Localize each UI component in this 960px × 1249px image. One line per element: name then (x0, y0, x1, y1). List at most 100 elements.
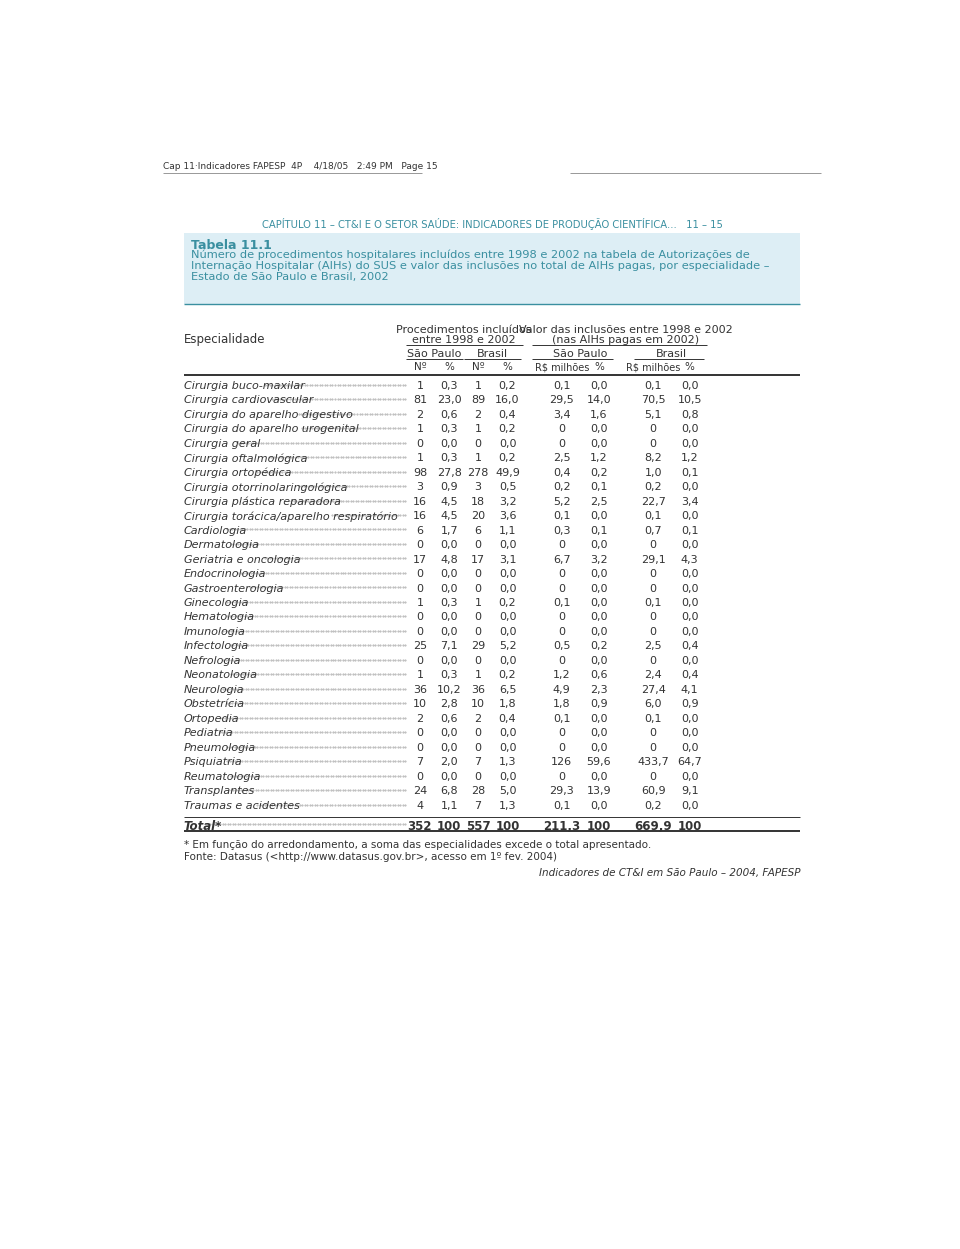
Text: 1: 1 (417, 598, 423, 608)
Text: 5,2: 5,2 (498, 642, 516, 652)
Text: Cirurgia torácica/aparelho respiratório: Cirurgia torácica/aparelho respiratório (183, 511, 397, 522)
Text: 0,7: 0,7 (644, 526, 662, 536)
Text: 16: 16 (413, 511, 427, 521)
Text: 0,0: 0,0 (681, 482, 698, 492)
Text: 89: 89 (471, 396, 485, 406)
Text: 0,4: 0,4 (553, 467, 570, 477)
Text: 0,0: 0,0 (590, 612, 608, 622)
Text: 0,0: 0,0 (499, 612, 516, 622)
Text: 1,8: 1,8 (553, 699, 570, 709)
Text: 0,3: 0,3 (441, 453, 458, 463)
Text: 0,9: 0,9 (590, 699, 608, 709)
Text: R$ milhões: R$ milhões (626, 362, 681, 372)
Text: 0,0: 0,0 (590, 728, 608, 738)
Text: 4,5: 4,5 (441, 497, 458, 507)
Text: 6: 6 (417, 526, 423, 536)
Text: 0,0: 0,0 (681, 540, 698, 550)
Text: Obstetrícia: Obstetrícia (183, 699, 245, 709)
Text: Cirurgia cardiovascular: Cirurgia cardiovascular (183, 396, 313, 406)
Text: 0,9: 0,9 (681, 699, 699, 709)
Text: Psiquiatria: Psiquiatria (183, 757, 242, 767)
Text: 81: 81 (413, 396, 427, 406)
Text: Especialidade: Especialidade (183, 333, 265, 346)
Text: CAPÍTULO 11 – CT&I E O SETOR SAÚDE: INDICADORES DE PRODUÇÃO CIENTÍFICA...   11 –: CAPÍTULO 11 – CT&I E O SETOR SAÚDE: INDI… (261, 217, 723, 230)
Text: 0,0: 0,0 (681, 438, 698, 448)
Text: 0,0: 0,0 (681, 583, 698, 593)
Text: 25: 25 (413, 642, 427, 652)
Text: 5,2: 5,2 (553, 497, 570, 507)
Text: 0: 0 (417, 612, 423, 622)
Text: 3,2: 3,2 (590, 555, 608, 565)
Text: Internação Hospitalar (AIHs) do SUS e valor das inclusões no total de AIHs pagas: Internação Hospitalar (AIHs) do SUS e va… (191, 261, 770, 271)
Text: 0: 0 (474, 438, 482, 448)
Text: 0,3: 0,3 (553, 526, 570, 536)
Text: 0,0: 0,0 (681, 627, 698, 637)
Text: 0: 0 (417, 772, 423, 782)
Text: %: % (594, 362, 604, 372)
Text: Nº: Nº (471, 362, 485, 372)
Text: 1,6: 1,6 (590, 410, 608, 420)
Text: Cardiologia: Cardiologia (183, 526, 247, 536)
Text: Brasil: Brasil (477, 348, 509, 358)
Text: 13,9: 13,9 (587, 786, 612, 796)
Text: 0: 0 (559, 570, 565, 580)
Text: 1: 1 (417, 425, 423, 435)
Text: 14,0: 14,0 (587, 396, 612, 406)
Text: 0: 0 (650, 438, 657, 448)
Text: 3,2: 3,2 (498, 497, 516, 507)
Text: entre 1998 e 2002: entre 1998 e 2002 (412, 335, 516, 345)
Text: 4: 4 (417, 801, 423, 811)
Text: 0,4: 0,4 (498, 410, 516, 420)
Text: 100: 100 (587, 819, 612, 833)
Text: 0: 0 (650, 425, 657, 435)
Text: 0: 0 (650, 656, 657, 666)
Text: 0,0: 0,0 (681, 728, 698, 738)
Text: 100: 100 (495, 819, 519, 833)
Text: 17: 17 (413, 555, 427, 565)
Text: Número de procedimentos hospitalares incluídos entre 1998 e 2002 na tabela de Au: Número de procedimentos hospitalares inc… (191, 250, 750, 261)
Text: 0,0: 0,0 (441, 656, 458, 666)
Text: 1,3: 1,3 (499, 801, 516, 811)
Text: 0,0: 0,0 (681, 772, 698, 782)
Text: Imunologia: Imunologia (183, 627, 246, 637)
Text: Gastroenterologia: Gastroenterologia (183, 583, 284, 593)
Text: 0,3: 0,3 (441, 598, 458, 608)
Text: 49,9: 49,9 (495, 467, 520, 477)
Text: 100: 100 (678, 819, 702, 833)
Text: 0: 0 (417, 743, 423, 753)
Text: 1,8: 1,8 (498, 699, 516, 709)
Text: 2,5: 2,5 (553, 453, 570, 463)
Text: 0,2: 0,2 (498, 381, 516, 391)
Text: 0,0: 0,0 (590, 570, 608, 580)
Text: 0: 0 (474, 612, 482, 622)
Text: 0,2: 0,2 (644, 482, 662, 492)
Text: 0,0: 0,0 (681, 511, 698, 521)
Text: Cirurgia oftalmológica: Cirurgia oftalmológica (183, 453, 307, 463)
Text: 1: 1 (417, 381, 423, 391)
Text: 0,0: 0,0 (441, 438, 458, 448)
Text: 70,5: 70,5 (641, 396, 665, 406)
Text: 0,0: 0,0 (441, 583, 458, 593)
Text: 5,1: 5,1 (644, 410, 662, 420)
Text: 0,0: 0,0 (441, 627, 458, 637)
Text: Reumatologia: Reumatologia (183, 772, 261, 782)
Text: Cap 11·Indicadores FAPESP  4P    4/18/05   2:49 PM   Page 15: Cap 11·Indicadores FAPESP 4P 4/18/05 2:4… (162, 162, 437, 171)
Text: 27,4: 27,4 (640, 684, 665, 694)
Text: 0,0: 0,0 (681, 714, 698, 724)
Text: 0,0: 0,0 (681, 801, 698, 811)
Text: Traumas e acidentes: Traumas e acidentes (183, 801, 300, 811)
Text: 0,1: 0,1 (644, 381, 662, 391)
Text: 29,5: 29,5 (549, 396, 574, 406)
Text: 7: 7 (417, 757, 423, 767)
Text: 23,0: 23,0 (437, 396, 462, 406)
Text: 10,5: 10,5 (678, 396, 702, 406)
Text: 4,9: 4,9 (553, 684, 570, 694)
Text: 0: 0 (559, 612, 565, 622)
Text: 0,0: 0,0 (590, 511, 608, 521)
Text: R$ milhões: R$ milhões (535, 362, 588, 372)
Text: 2,4: 2,4 (644, 671, 662, 681)
Text: São Paulo: São Paulo (553, 348, 608, 358)
Text: 0,4: 0,4 (498, 714, 516, 724)
Text: (nas AIHs pagas em 2002): (nas AIHs pagas em 2002) (552, 335, 699, 345)
Text: 0,0: 0,0 (681, 656, 698, 666)
